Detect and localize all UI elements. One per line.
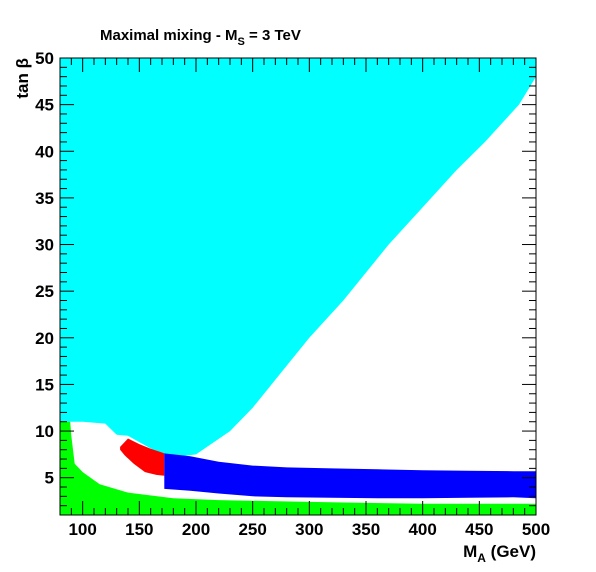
x-tick-label: 500 <box>522 520 550 539</box>
chart-title: Maximal mixing - MS = 3 TeV <box>100 27 301 48</box>
y-tick-label: 40 <box>35 142 54 161</box>
x-tick-label: 150 <box>125 520 153 539</box>
region-1 <box>120 438 165 476</box>
region-0 <box>60 58 536 458</box>
y-tick-label: 35 <box>35 189 54 208</box>
x-tick-label: 250 <box>238 520 266 539</box>
y-tick-label: 25 <box>35 282 54 301</box>
y-tick-label: 45 <box>35 96 54 115</box>
x-tick-label: 350 <box>352 520 380 539</box>
region-3 <box>60 421 536 515</box>
region-2 <box>164 453 537 499</box>
y-tick-label: 10 <box>35 422 54 441</box>
y-tick-label: 5 <box>45 469 54 488</box>
x-tick-label: 300 <box>295 520 323 539</box>
x-tick-label: 450 <box>465 520 493 539</box>
axis-ticks: 100 150 200 250 300 350 400 450 500 5 10 15 20 25 30 35… <box>35 49 550 539</box>
y-tick-label: 30 <box>35 236 54 255</box>
x-axis-label: MA (GeV) <box>463 542 536 565</box>
y-tick-label: 20 <box>35 329 54 348</box>
x-tick-label: 100 <box>68 520 96 539</box>
chart-regions <box>60 58 537 515</box>
x-tick-label: 200 <box>182 520 210 539</box>
y-axis-label: tan β <box>13 58 32 99</box>
x-tick-label: 400 <box>408 520 436 539</box>
y-tick-label: 50 <box>35 49 54 68</box>
y-tick-label: 15 <box>35 375 54 394</box>
